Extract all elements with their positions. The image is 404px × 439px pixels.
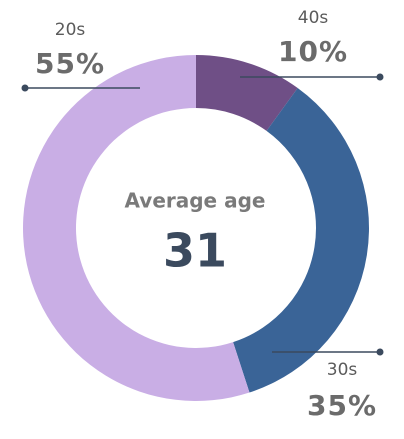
value-label: 35% (307, 389, 377, 422)
donut-segment (22, 55, 250, 401)
value-label: 10% (278, 35, 348, 68)
center-label: Average age (125, 189, 266, 213)
category-label: 30s (327, 360, 358, 380)
donut-segment (196, 55, 298, 131)
category-label: 40s (298, 8, 329, 28)
leader-dot (376, 348, 384, 356)
category-label: 20s (55, 20, 86, 40)
center-value: 31 (163, 224, 227, 278)
value-label: 55% (35, 47, 105, 80)
donut-segment (233, 88, 369, 393)
donut (22, 55, 369, 401)
leader-dot (21, 84, 29, 92)
leader-dot (376, 73, 384, 81)
